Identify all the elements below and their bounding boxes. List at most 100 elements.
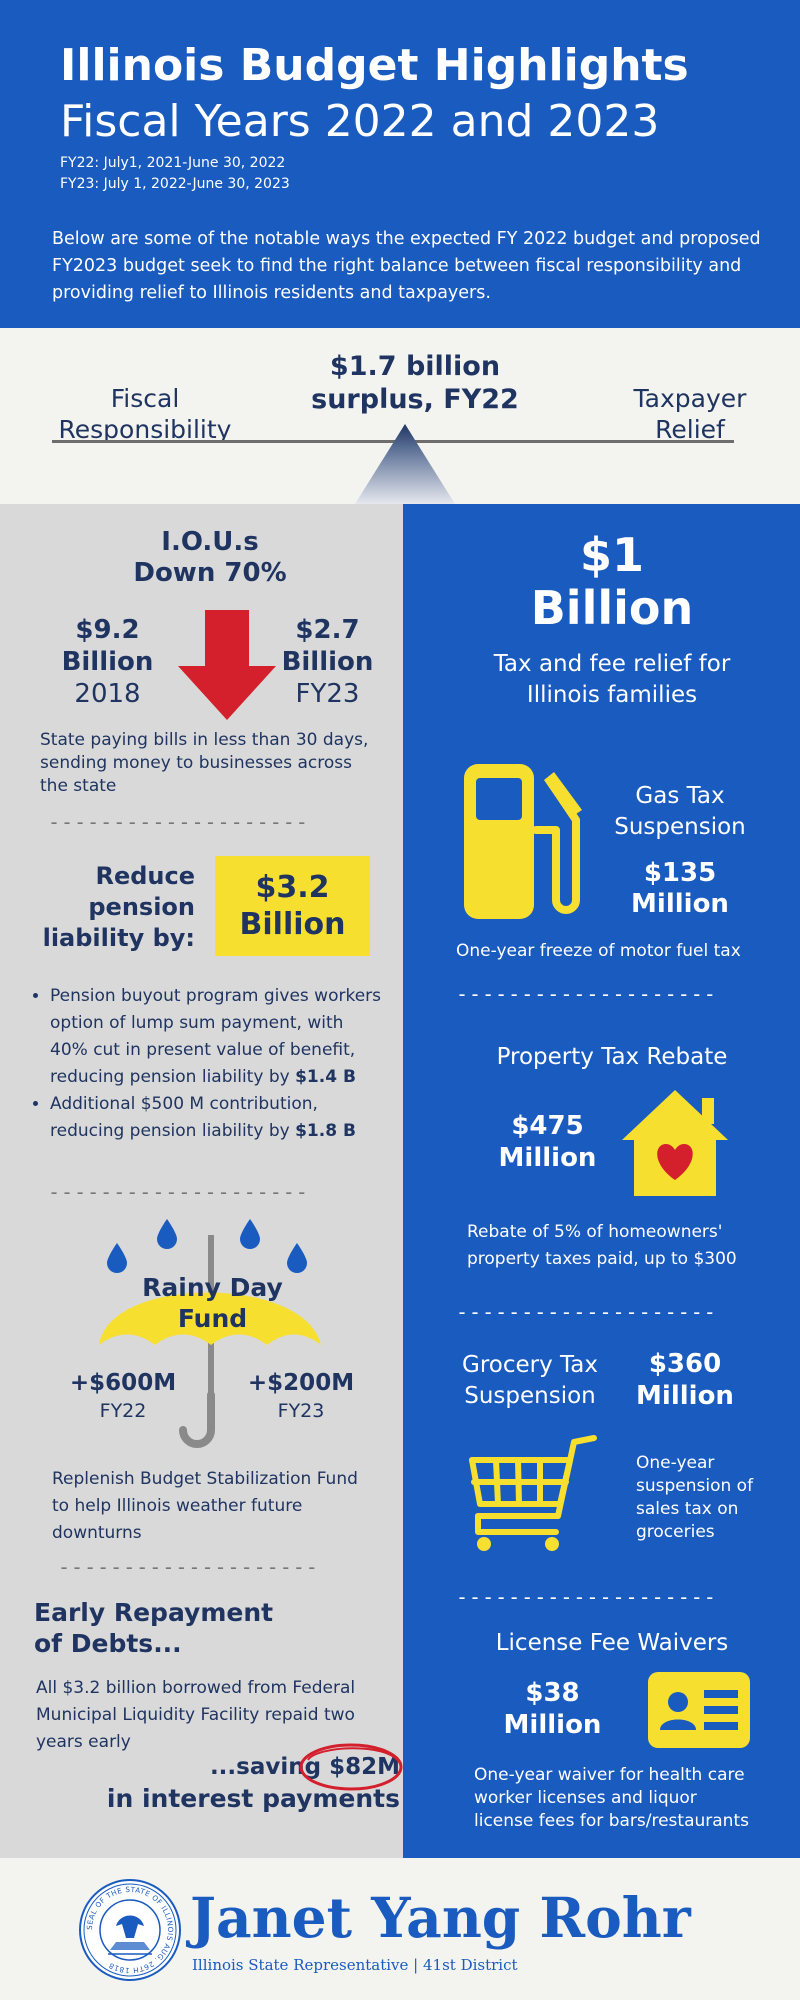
rainy-right-year: FY23 (277, 1400, 325, 1422)
license-fee-value: $38 Million (480, 1677, 625, 1741)
rainy-desc-line-2: to help Illinois weather future (52, 1496, 303, 1516)
saving-amount: $82M (329, 1754, 400, 1780)
saving-line-2: in interest payments (106, 1784, 400, 1813)
license-desc-line-3: license fees for bars/restaurants (474, 1811, 749, 1831)
ious-desc-line-3: the state (40, 776, 117, 796)
pension-bullet-2: Additional $500 M contribution, reducing… (50, 1091, 390, 1145)
rainy-desc-line-1: Replenish Budget Stabilization Fund (52, 1469, 358, 1489)
debts-desc-line-1: All $3.2 billion borrowed from Federal (36, 1678, 356, 1698)
property-desc-line-1: Rebate of 5% of homeowners' (467, 1222, 723, 1242)
ious-right-year: FY23 (295, 679, 360, 709)
property-desc-line-2: property taxes paid, up to $300 (467, 1249, 737, 1269)
gas-tax-title: Gas Tax Suspension (605, 781, 755, 843)
divider: -------------------- (48, 1180, 309, 1204)
umbrella-icon (99, 1219, 321, 1448)
pension-box-value: $3.2 (255, 870, 330, 905)
rainy-fy22: +$600M FY22 (58, 1368, 188, 1424)
pension-bullet-1: Pension buyout program gives workers opt… (50, 983, 390, 1091)
relief-value: $1 (579, 528, 644, 582)
rainy-desc-line-3: downturns (52, 1523, 142, 1543)
license-desc-line-1: One-year waiver for health care (474, 1765, 745, 1785)
bullet1-amount: $1.4 B (295, 1067, 356, 1087)
fiscal-label-line-1: Fiscal (110, 384, 180, 413)
pension-label: Reduce pension liability by: (38, 861, 195, 954)
bullet1-line-1: Pension buyout program gives workers (50, 986, 382, 1006)
gas-unit: Million (631, 889, 729, 919)
grocery-title-line-2: Suspension (464, 1383, 596, 1409)
pension-label-line-3: liability by: (42, 924, 195, 952)
gas-tax-value: $135 Million (605, 858, 755, 920)
divider: -------------------- (456, 1300, 717, 1324)
fiscal-label-line-2: Responsibility (58, 415, 232, 444)
surplus-line-1: $1.7 billion (329, 351, 501, 382)
divider: -------------------- (456, 1585, 717, 1609)
ious-fy23-value: $2.7 Billion FY23 (260, 614, 395, 710)
surplus-label: $1.7 billion surplus, FY22 (270, 350, 560, 416)
pension-label-line-1: Reduce (95, 862, 195, 890)
illinois-state-seal-icon: SEAL OF THE STATE OF ILLINOIS AUG. 26TH … (79, 1879, 181, 1981)
license-description: One-year waiver for health care worker l… (474, 1764, 784, 1833)
circle-highlight-icon (299, 1743, 403, 1791)
ious-desc-line-1: State paying bills in less than 30 days, (40, 730, 369, 750)
rainy-description: Replenish Budget Stabilization Fund to h… (52, 1466, 392, 1547)
grocery-tax-title: Grocery Tax Suspension (450, 1350, 610, 1412)
fy23-dates: FY23: July 1, 2022-June 30, 2023 (60, 176, 290, 192)
debts-description: All $3.2 billion borrowed from Federal M… (36, 1675, 396, 1756)
intro-line-1: Below are some of the notable ways the e… (52, 229, 761, 249)
representative-name: Janet Yang Rohr (190, 1885, 691, 1950)
property-value: $475 (511, 1111, 584, 1141)
relief-total: $1 Billion (452, 529, 772, 635)
gas-title-line-2: Suspension (614, 814, 746, 840)
bullet2-line-2: reducing pension liability by (50, 1121, 296, 1141)
intro-line-3: providing relief to Illinois residents a… (52, 283, 491, 303)
intro-line-2: FY2023 budget seek to find the right bal… (52, 256, 742, 276)
license-fee-title: License Fee Waivers (495, 1630, 729, 1656)
early-repayment-title: Early Repayment of Debts... (34, 1597, 374, 1659)
intro-text: Below are some of the notable ways the e… (52, 226, 772, 307)
rainy-left-year: FY22 (99, 1400, 147, 1422)
debts-desc-line-2: Municipal Liquidity Facility repaid two (36, 1705, 355, 1725)
ious-title: I.O.U.s Down 70% (90, 527, 330, 589)
surplus-line-2: surplus, FY22 (311, 384, 519, 415)
debts-title-line-2: of Debts... (34, 1629, 182, 1658)
fiscal-responsibility-column (0, 504, 403, 1858)
bullet1-line-2: option of lump sum payment, with (50, 1013, 344, 1033)
grocery-description: One-year suspension of sales tax on groc… (636, 1452, 786, 1544)
pension-value: $3.2 Billion (215, 869, 370, 943)
relief-desc-line-1: Tax and fee relief for (493, 651, 731, 677)
rainy-title-line-1: Rainy Day (142, 1273, 283, 1302)
debts-title-line-1: Early Repayment (34, 1598, 274, 1627)
rainy-right-value: +$200M (247, 1370, 355, 1396)
bullet2-amount: $1.8 B (295, 1121, 356, 1141)
pension-box-unit: Billion (239, 907, 346, 942)
id-card-icon (648, 1672, 750, 1748)
rainy-fy23: +$200M FY23 (236, 1368, 366, 1424)
bullet1-line-3: 40% cut in present value of benefit, (50, 1040, 356, 1060)
saving-amount-line: ...saving $82M (150, 1752, 400, 1782)
grocery-desc-line-3: sales tax on (636, 1499, 739, 1519)
grocery-desc-line-2: suspension of (636, 1476, 754, 1496)
ious-right-value: $2.7 (295, 615, 360, 645)
pension-bullets: Pension buyout program gives workers opt… (30, 983, 390, 1145)
ious-title-line-2: Down 70% (133, 558, 287, 588)
gas-value: $135 (643, 858, 717, 888)
pension-value-box (215, 856, 370, 956)
bullet1-line-4: reducing pension liability by (50, 1067, 296, 1087)
relief-label-line-1: Taxpayer (633, 384, 747, 413)
bullet2-line-1: Additional $500 M contribution, (50, 1094, 318, 1114)
fiscal-responsibility-label: Fiscal Responsibility (40, 383, 250, 445)
title-line-2: Fiscal Years 2022 and 2023 (60, 96, 660, 147)
divider: -------------------- (456, 982, 717, 1006)
ious-left-year: 2018 (74, 679, 141, 709)
grocery-title-line-1: Grocery Tax (462, 1352, 598, 1378)
relief-desc-line-2: Illinois families (526, 682, 698, 708)
divider: -------------------- (48, 810, 309, 834)
gas-pump-icon (464, 764, 582, 919)
title-line-1: Illinois Budget Highlights (60, 40, 689, 91)
license-value: $38 (525, 1678, 580, 1708)
relief-unit: Billion (530, 581, 694, 635)
rainy-title-line-2: Fund (177, 1304, 248, 1333)
ious-2018-value: $9.2 Billion 2018 (40, 614, 175, 710)
ious-desc-line-2: sending money to businesses across (40, 753, 353, 773)
property-description: Rebate of 5% of homeowners' property tax… (467, 1219, 787, 1273)
